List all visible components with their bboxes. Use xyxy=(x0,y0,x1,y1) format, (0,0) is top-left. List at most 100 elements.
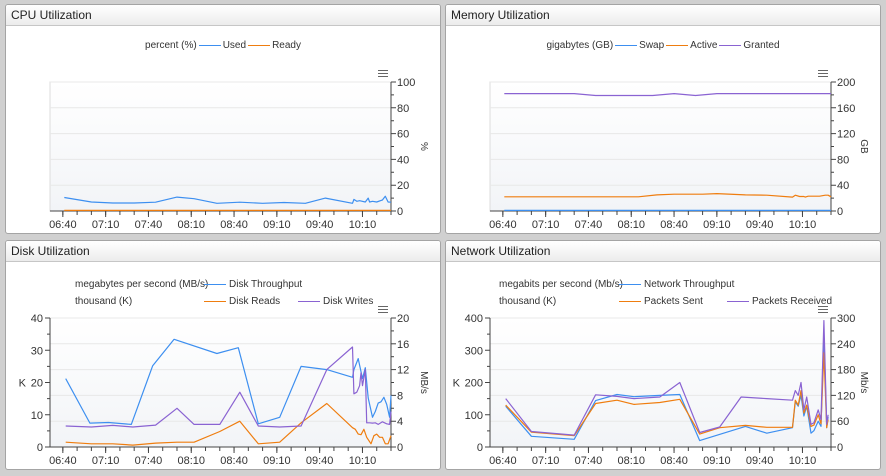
legend-label: Network Throughput xyxy=(644,279,735,290)
y-left-axis-label: K xyxy=(19,378,27,390)
legend-label: Packets Received xyxy=(752,296,833,307)
x-tick-label: 09:10 xyxy=(703,219,731,231)
x-tick-label: 08:40 xyxy=(660,455,688,467)
x-tick-label: 08:40 xyxy=(660,219,688,231)
series-line-granted xyxy=(504,92,831,97)
network-chart: 0 60 120 180 240 300 Mb/s 0 100 200 300 400 K 06:40 07… xyxy=(453,313,869,467)
y-right-tick-label: 200 xyxy=(837,77,855,89)
series-line-active xyxy=(504,193,832,198)
x-tick-label: 07:40 xyxy=(135,219,163,231)
disk-chart: 0 4 8 12 16 20 MB/s 0 10 20 30 40 K 06:40 07:10 07:40 08… xyxy=(19,313,429,467)
x-tick-label: 06:40 xyxy=(49,455,77,467)
x-tick-label: 09:10 xyxy=(703,455,731,467)
chart-legend: percent (%) Used Ready xyxy=(6,40,440,51)
x-tick-label: 06:40 xyxy=(489,219,517,231)
x-tick-label: 07:10 xyxy=(532,219,560,231)
x-tick-label: 06:40 xyxy=(49,219,77,231)
series-line-packets-sent xyxy=(505,352,829,437)
legend-item[interactable]: Swap xyxy=(639,40,665,51)
legend-swatch xyxy=(727,301,749,302)
panel-title: CPU Utilization xyxy=(6,5,440,26)
legend-item[interactable]: Disk Writes xyxy=(298,293,373,310)
x-tick-label: 08:10 xyxy=(617,455,645,467)
y-right-axis-label: Mb/s xyxy=(858,372,869,394)
y-right-tick-label: 20 xyxy=(397,313,409,325)
plot-area xyxy=(489,81,832,212)
legend-item[interactable]: Packets Received xyxy=(727,293,832,310)
y-left-tick-label: 100 xyxy=(465,410,483,422)
legend-item[interactable]: Packets Sent xyxy=(619,293,703,310)
y-right-tick-label: 4 xyxy=(397,416,403,428)
legend-item[interactable]: Granted xyxy=(743,40,780,51)
y-left-axis-label: K xyxy=(453,378,461,390)
y-right-axis-label: GB xyxy=(858,139,869,154)
y-right-tick-label: 160 xyxy=(837,103,855,115)
legend-item[interactable]: Disk Reads xyxy=(204,293,280,310)
legend-swatch xyxy=(666,45,689,46)
legend-item[interactable]: Active xyxy=(690,40,718,51)
legend-item[interactable]: Used xyxy=(222,40,247,51)
x-tick-label: 07:10 xyxy=(92,219,120,231)
x-tick-label: 09:40 xyxy=(306,219,334,231)
y-right-tick-label: 0 xyxy=(397,206,403,218)
x-tick-label: 10:10 xyxy=(349,219,377,231)
y-right-tick-label: 0 xyxy=(837,442,843,454)
legend-unit: thousand (K) xyxy=(499,296,557,307)
y-right-tick-label: 180 xyxy=(837,365,855,377)
legend-swatch xyxy=(615,45,638,46)
legend-unit: megabits per second (Mb/s) xyxy=(499,279,623,290)
legend-item[interactable]: Disk Throughput xyxy=(204,276,302,293)
x-tick-label: 08:10 xyxy=(617,219,645,231)
x-tick-label: 10:10 xyxy=(789,455,817,467)
y-left-tick-label: 400 xyxy=(465,313,483,325)
y-right-tick-label: 40 xyxy=(837,180,849,192)
y-right-tick-label: 120 xyxy=(837,129,855,141)
legend-label: Disk Reads xyxy=(229,296,281,307)
legend-swatch xyxy=(619,284,641,285)
x-tick-label: 07:40 xyxy=(575,455,603,467)
y-right-tick-label: 60 xyxy=(397,129,409,141)
y-right-tick-label: 100 xyxy=(397,77,415,89)
plot-area xyxy=(49,81,392,212)
series-line-disk-reads xyxy=(65,402,392,446)
legend-swatch xyxy=(204,301,226,302)
chart-menu-icon[interactable] xyxy=(818,69,828,79)
y-right-tick-label: 12 xyxy=(397,365,409,377)
legend-item[interactable]: Ready xyxy=(272,40,301,51)
legend-swatch xyxy=(298,301,320,302)
x-tick-label: 08:10 xyxy=(177,219,205,231)
y-right-tick-label: 240 xyxy=(837,339,855,351)
x-tick-label: 10:10 xyxy=(789,219,817,231)
x-tick-label: 09:40 xyxy=(306,455,334,467)
chart-menu-icon[interactable] xyxy=(378,69,388,79)
x-tick-label: 07:40 xyxy=(135,455,163,467)
memory-utilization-panel: Memory Utilization gigabytes (GB) Swap Act… xyxy=(445,4,881,234)
y-left-tick-label: 300 xyxy=(465,345,483,357)
legend-unit: thousand (K) xyxy=(75,296,133,307)
legend-swatch xyxy=(719,45,742,46)
y-right-tick-label: 80 xyxy=(837,154,849,166)
chart-menu-icon[interactable] xyxy=(378,305,388,315)
panel-title: Network Utilization xyxy=(446,241,880,262)
series-line-packets-received xyxy=(505,319,829,436)
legend-swatch xyxy=(619,301,641,302)
y-right-tick-label: 0 xyxy=(837,206,843,218)
legend-item[interactable]: Network Throughput xyxy=(619,276,734,293)
y-right-tick-label: 0 xyxy=(397,442,403,454)
chart-menu-icon[interactable] xyxy=(818,305,828,315)
y-right-tick-label: 60 xyxy=(837,416,849,428)
y-right-axis-label: MB/s xyxy=(418,371,429,394)
cpu-utilization-panel: CPU Utilization percent (%) Used Ready 0 20… xyxy=(5,4,441,234)
x-tick-label: 10:10 xyxy=(349,455,377,467)
y-left-tick-label: 0 xyxy=(37,442,43,454)
panel-title: Memory Utilization xyxy=(446,5,880,26)
series-line-used xyxy=(64,195,392,204)
y-left-tick-label: 10 xyxy=(31,410,43,422)
x-tick-label: 07:10 xyxy=(92,455,120,467)
legend-label: Disk Writes xyxy=(323,296,374,307)
cpu-chart: 0 20 40 60 80 100% 06:40 07:10 07:40 08:10 08:40 09… xyxy=(49,77,429,231)
series-line-disk-writes xyxy=(65,346,392,428)
network-utilization-panel: Network Utilization megabits per second … xyxy=(445,240,881,470)
plot-area xyxy=(49,317,392,448)
x-tick-label: 07:40 xyxy=(575,219,603,231)
